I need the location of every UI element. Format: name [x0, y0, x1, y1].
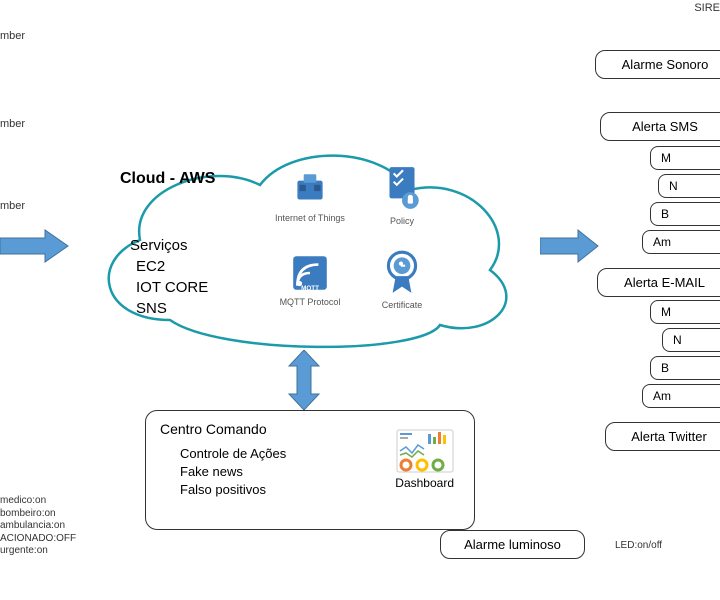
- status-4: urgente:on: [0, 545, 76, 558]
- service-ec2: EC2: [136, 256, 208, 277]
- status-2: ambulancia:on: [0, 520, 76, 533]
- dashboard-icon: [396, 429, 454, 473]
- alerta-email-box: Alerta E-MAIL: [597, 268, 720, 297]
- status-list: medico:on bombeiro:on ambulancia:on ACIO…: [0, 495, 76, 558]
- sms-item-3: Am: [642, 230, 720, 254]
- status-3: ACIONADO:OFF: [0, 533, 76, 546]
- alerta-email-label: Alerta E-MAIL: [624, 275, 705, 290]
- status-0: medico:on: [0, 495, 76, 508]
- alarme-sonoro-box: Alarme Sonoro: [595, 50, 720, 79]
- alerta-sms-label: Alerta SMS: [632, 119, 698, 134]
- sms-item-1: N: [658, 174, 720, 198]
- sms-item-2: B: [650, 202, 720, 226]
- mqtt-icon: MQTT MQTT Protocol: [270, 239, 350, 319]
- alarme-luminoso-label: Alarme luminoso: [464, 537, 561, 552]
- alerta-twitter-box: Alerta Twitter: [605, 422, 720, 451]
- left-label-2: mber: [0, 118, 25, 130]
- arrow-right-out: [540, 228, 600, 264]
- cert-label: Certificate: [382, 300, 423, 310]
- email-item-1: N: [662, 328, 720, 352]
- sire-label: SIRE: [694, 2, 720, 14]
- email-item-0: M: [650, 300, 720, 324]
- certificate-icon: Certificate: [362, 239, 442, 319]
- centro-comando-box: Centro Comando Controle de Ações Fake ne…: [145, 410, 475, 530]
- led-label: LED:on/off: [615, 540, 662, 551]
- sms-item-0: M: [650, 146, 720, 170]
- left-label-3: mber: [0, 200, 25, 212]
- dashboard-label: Dashboard: [395, 476, 454, 490]
- cloud-services: Serviços EC2 IOT CORE SNS: [130, 235, 208, 319]
- service-iotcore: IOT CORE: [136, 277, 208, 298]
- cloud-title: Cloud - AWS: [120, 170, 215, 188]
- policy-label: Policy: [390, 216, 414, 226]
- alarme-luminoso-box: Alarme luminoso: [440, 530, 585, 559]
- alerta-twitter-label: Alerta Twitter: [631, 429, 707, 444]
- iot-label: Internet of Things: [275, 213, 345, 223]
- policy-icon: Policy: [362, 155, 442, 235]
- arrow-left-in: [0, 228, 70, 264]
- service-sns: SNS: [136, 298, 208, 319]
- email-item-2: B: [650, 356, 720, 380]
- mqtt-label: MQTT Protocol: [280, 297, 341, 307]
- left-label-1: mber: [0, 30, 25, 42]
- svg-text:MQTT: MQTT: [301, 284, 319, 291]
- status-1: bombeiro:on: [0, 508, 76, 521]
- alerta-sms-box: Alerta SMS: [600, 112, 720, 141]
- arrow-bidir-vertical: [287, 350, 321, 410]
- iot-icon: Internet of Things: [270, 155, 350, 235]
- alarme-sonoro-label: Alarme Sonoro: [622, 57, 709, 72]
- email-item-3: Am: [642, 384, 720, 408]
- dashboard-block: Dashboard: [395, 429, 454, 490]
- cloud-icons-grid: Internet of Things Policy MQTT MQTT Prot…: [270, 155, 442, 319]
- services-header: Serviços: [130, 235, 208, 256]
